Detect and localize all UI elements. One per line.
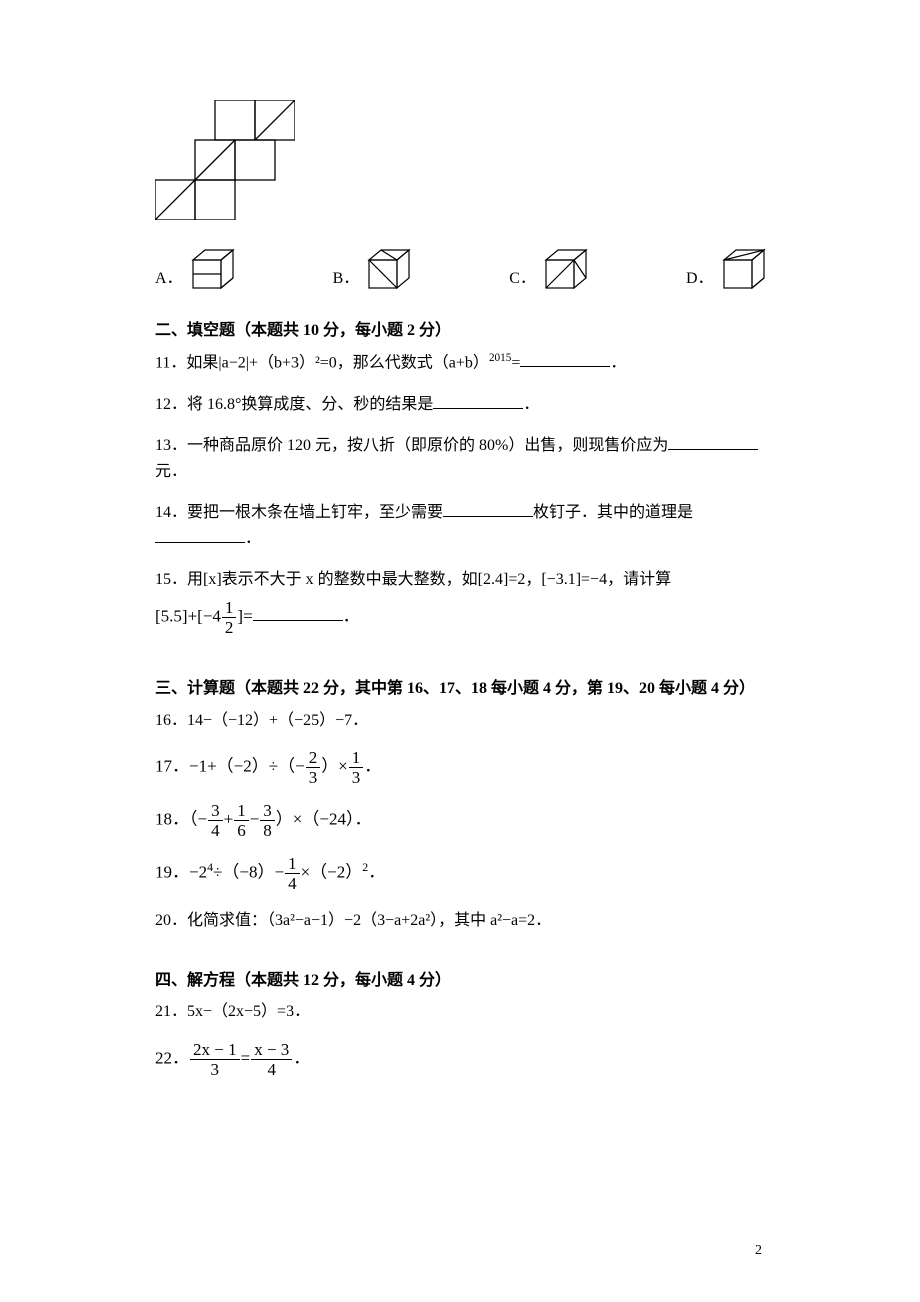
q11-end: ． [610,354,626,371]
q15-text-a: 15．用[x]表示不大于 x 的整数中最大整数，如[2.4]=2，[−3.1]=… [155,571,671,588]
option-label: A． [155,266,183,292]
q18-b: + [224,810,234,829]
q19-a: 19．−2 [155,863,207,882]
q20: 20．化简求值：（3a²−a−1）−2（3−a+2a²），其中 a²−a=2． [155,908,765,934]
q18-a: 18．（− [155,810,207,829]
q17-a: 17．−1+（−2）÷（− [155,757,305,776]
net-svg [155,100,295,220]
q15-line1: 15．用[x]表示不大于 x 的整数中最大整数，如[2.4]=2，[−3.1]=… [155,567,765,593]
q11-tail: = [511,354,520,371]
q14-text-a: 14．要把一根木条在墙上钉牢，至少需要 [155,504,443,521]
q14-text-b: 枚钉子．其中的道理是 [533,504,693,521]
q14: 14．要把一根木条在墙上钉牢，至少需要 枚钉子．其中的道理是 ． [155,500,765,551]
q18: 18．（−34+16−38）×（−24）． [155,802,765,839]
q22-end: ． [293,1048,310,1067]
cube-a-icon [189,248,237,292]
q10-net-figure [155,100,765,220]
blank [520,350,610,367]
blank [155,526,245,543]
option-label: B． [333,266,360,292]
q22-num1: 2x − 1 [190,1041,240,1060]
cube-c-icon [542,248,590,292]
q17: 17．−1+（−2）÷（−23）×13． [155,749,765,786]
cube-d-icon [720,248,768,292]
q19-c: ×（−2） [301,863,363,882]
q13-tail: 元． [155,463,187,480]
section2-title: 二、填空题（本题共 10 分，每小题 2 分） [155,318,765,344]
q19: 19．−24÷（−8）−14×（−2）2． [155,855,765,892]
q13: 13．一种商品原价 120 元，按八折（即原价的 80%）出售，则现售价应为元． [155,433,765,484]
blank [253,603,343,621]
blank [668,433,758,450]
q10-options: A． B． [155,248,765,292]
q17-b: ）× [321,757,348,776]
q18-d: ）×（−24）． [276,810,372,829]
q12-text: 12．将 16.8°换算成度、分、秒的结果是 [155,396,433,413]
option-label: D． [686,266,714,292]
q22-num2: x − 3 [251,1041,292,1060]
q12-end: ． [523,396,539,413]
q15-line2: [5.5]+[−412]=． [155,599,765,636]
blank [433,392,523,409]
q15-pre: [5.5]+[−4 [155,606,221,625]
q10-option-a: A． [155,248,237,292]
page-number: 2 [755,1240,762,1262]
q22-den1: 3 [190,1060,240,1078]
q19-d: ． [368,863,385,882]
page-content: A． B． [155,100,765,1084]
blank [443,500,533,517]
section3-title: 三、计算题（本题共 22 分，其中第 16、17、18 每小题 4 分，第 19… [155,676,765,702]
q15-end: ． [343,606,360,625]
q22: 22．2x − 13=x − 34． [155,1041,765,1078]
q11-text: 11．如果|a−2|+（b+3）²=0，那么代数式（a+b） [155,354,489,371]
q11: 11．如果|a−2|+（b+3）²=0，那么代数式（a+b）2015= ． [155,350,765,376]
q12: 12．将 16.8°换算成度、分、秒的结果是 ． [155,392,765,418]
q22-a: 22． [155,1048,189,1067]
q10-option-b: B． [333,248,414,292]
option-label: C． [509,266,536,292]
q15-post: ]= [237,606,252,625]
q13-text: 13．一种商品原价 120 元，按八折（即原价的 80%）出售，则现售价应为 [155,437,668,454]
section4-title: 四、解方程（本题共 12 分，每小题 4 分） [155,968,765,994]
q10-option-c: C． [509,248,590,292]
q16: 16．14−（−12）+（−25）−7． [155,708,765,734]
q22-den2: 4 [251,1060,292,1078]
q11-sup: 2015 [489,352,511,364]
q17-c: ． [364,757,381,776]
q22-mid: = [241,1048,251,1067]
q18-c: − [250,810,260,829]
q19-b: ÷（−8）− [213,863,284,882]
q21: 21．5x−（2x−5）=3． [155,999,765,1025]
q10-option-d: D． [686,248,768,292]
cube-b-icon [365,248,413,292]
q14-end: ． [245,530,261,547]
